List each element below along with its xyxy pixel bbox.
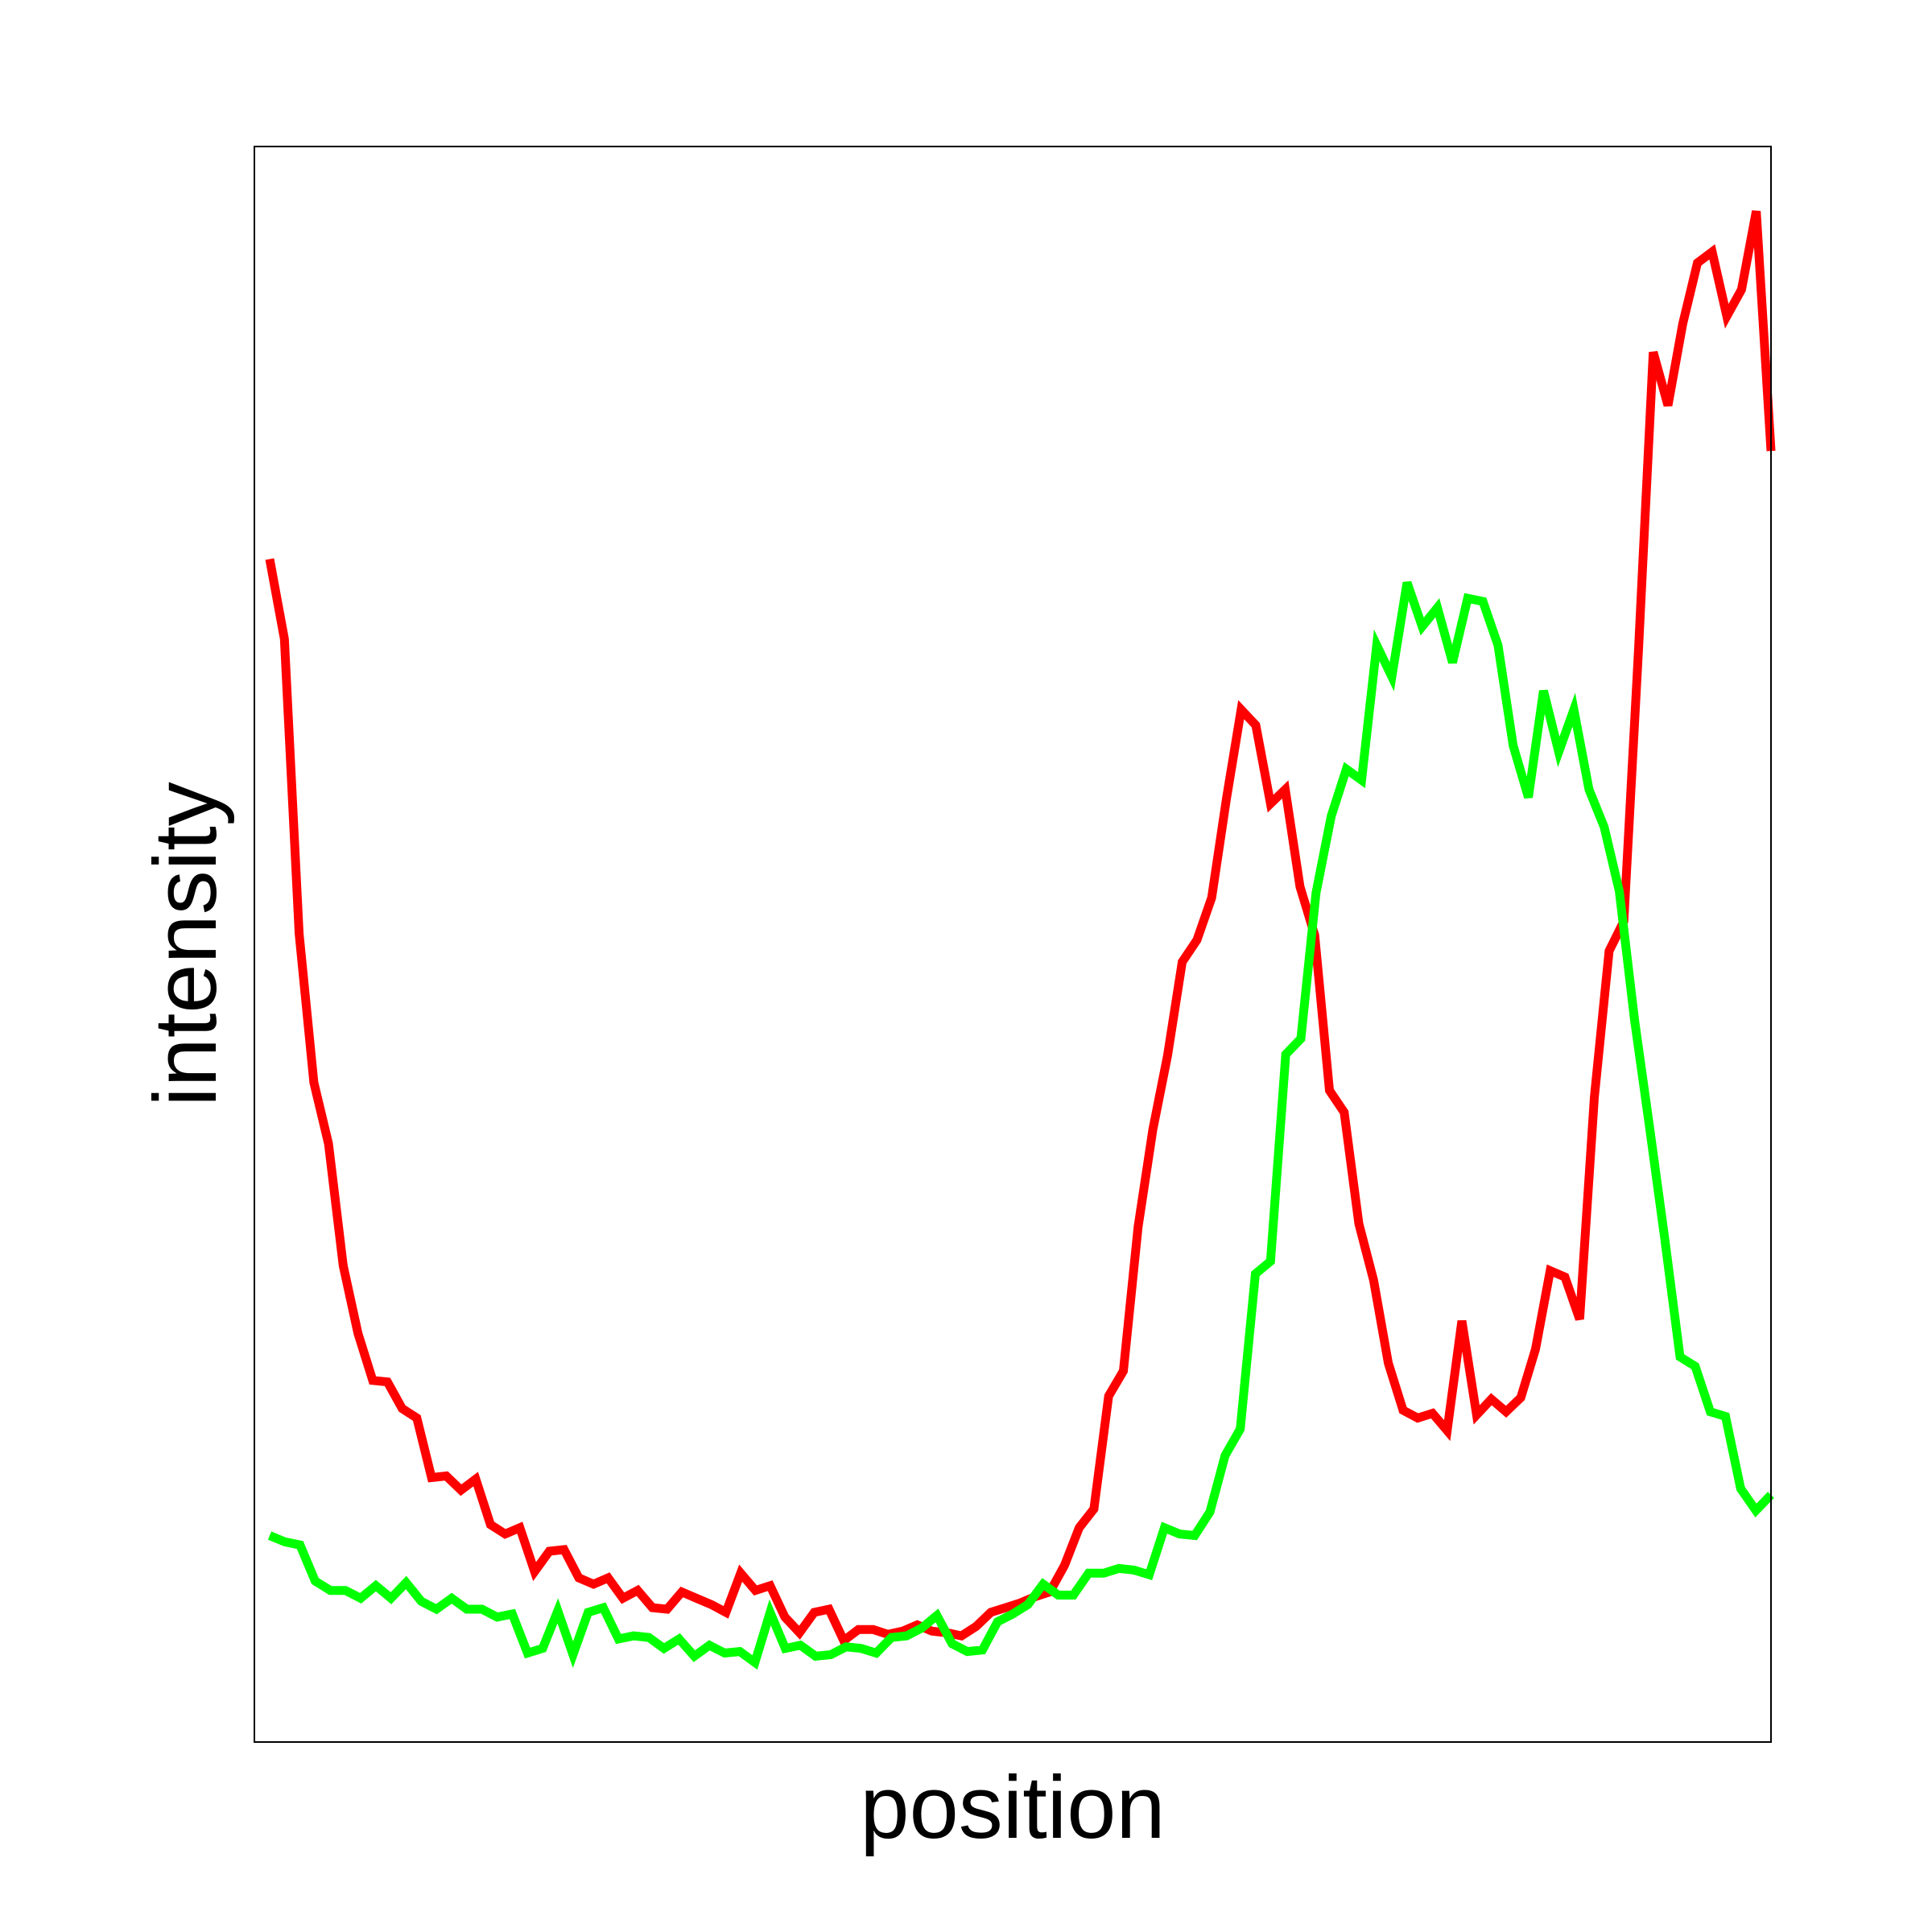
- series-line-2: [267, 580, 1774, 1670]
- series-layer: [265, 210, 1776, 1670]
- y-axis-label: intensity: [136, 782, 235, 1107]
- series-line-1: [265, 210, 1776, 1648]
- plot-frame: [254, 146, 1772, 1743]
- x-axis-label: position: [860, 1758, 1165, 1857]
